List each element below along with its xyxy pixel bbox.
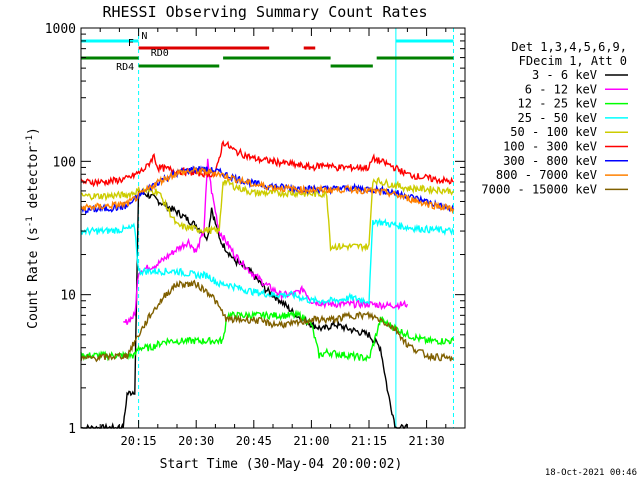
x-tick-label: 21:30 [409,434,445,448]
legend-entry-label: 6 - 12 keV [525,82,597,96]
y-label-sup-1: -1 [25,216,35,227]
state-bar-label-rd0: RD0 [151,48,169,59]
legend-entry-label: 100 - 300 keV [503,140,597,154]
x-tick-label: 21:15 [351,434,387,448]
legend-entry-label: 800 - 7000 keV [496,168,597,182]
legend-header-line-1: Det 1,3,4,5,6,9, [511,40,627,54]
state-bar-label-rd4: RD4 [116,62,134,73]
legend-entry-label: 25 - 50 keV [518,111,597,125]
series-line-7 [80,165,455,215]
y-label-mid: detector [26,146,41,217]
series-line-3 [80,217,455,306]
series-layer [80,139,455,429]
y-tick-label: 100 [53,155,76,170]
legend-entry-label: 12 - 25 keV [518,97,597,111]
state-bar-label-f: F [128,38,134,49]
legend: Det 1,3,4,5,6,9, FDecim 1, Att 0 3 - 6 k… [481,40,628,196]
y-tick-label: 1000 [45,22,76,37]
y-label-end: ) [26,127,41,135]
generated-timestamp: 18-Oct-2021 00:46 [545,468,637,478]
series-line-0 [80,187,409,429]
legend-entry-label: 7000 - 15000 keV [481,182,597,196]
y-tick-label: 10 [60,289,76,304]
series-line-1 [123,158,409,325]
y-label-base: Count Rate (s [26,227,41,329]
series-line-5 [80,139,454,188]
x-tick-label: 21:00 [293,434,329,448]
y-axis-label: Count Rate (s-1 detector-1) [25,127,41,329]
y-tick-label: 1 [68,422,76,437]
legend-entry-label: 300 - 800 keV [503,154,597,168]
x-axis-ticks: 20:15 20:30 20:45 21:00 21:15 21:30 [99,28,447,448]
y-axis-ticks: 1 10 100 1000 [45,22,465,437]
state-bars: NF RD0 RD4 [81,31,454,73]
x-tick-label: 20:45 [236,434,272,448]
x-tick-label: 20:15 [121,434,157,448]
legend-header-line-2: FDecim 1, Att 0 [519,54,627,68]
x-tick-label: 20:30 [178,434,214,448]
legend-entry-label: 50 - 100 keV [510,125,597,139]
y-label-sup-2: -1 [25,135,35,146]
x-axis-label: Start Time (30-May-04 20:00:02) [160,457,403,472]
chart-title: RHESSI Observing Summary Count Rates [102,3,427,21]
state-bar-label-n: N [141,31,147,42]
cusp-verticals [80,28,454,428]
legend-entry-label: 3 - 6 keV [532,68,597,82]
series-line-8 [80,279,454,363]
